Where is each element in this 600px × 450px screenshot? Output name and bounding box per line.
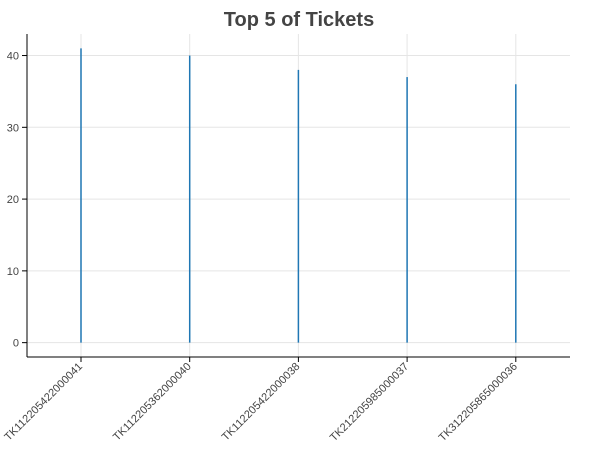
tick-labels: 0 10 20 30 40 TK112205422000041 TK112205362000… <box>2 51 520 444</box>
x-tick-label: TK312205865000036 <box>437 361 520 444</box>
chart-title: Top 5 of Tickets <box>224 9 374 31</box>
y-tick-label: 40 <box>7 51 19 63</box>
bar <box>406 77 408 343</box>
y-tick-label: 0 <box>13 338 19 350</box>
x-tick-label: TK112205422000038 <box>220 361 303 444</box>
bar <box>80 48 82 343</box>
bar <box>515 84 517 343</box>
x-tick-label: TK212205985000037 <box>328 361 411 444</box>
y-tick-label: 30 <box>7 122 19 134</box>
bars <box>80 48 517 343</box>
y-tick-label: 20 <box>7 194 19 206</box>
bar <box>297 69 300 343</box>
axes <box>22 34 570 362</box>
bar <box>188 55 191 343</box>
x-tick-label: TK112205422000041 <box>2 361 85 444</box>
y-tick-label: 10 <box>7 266 19 278</box>
x-tick-label: TK112205362000040 <box>111 361 194 444</box>
